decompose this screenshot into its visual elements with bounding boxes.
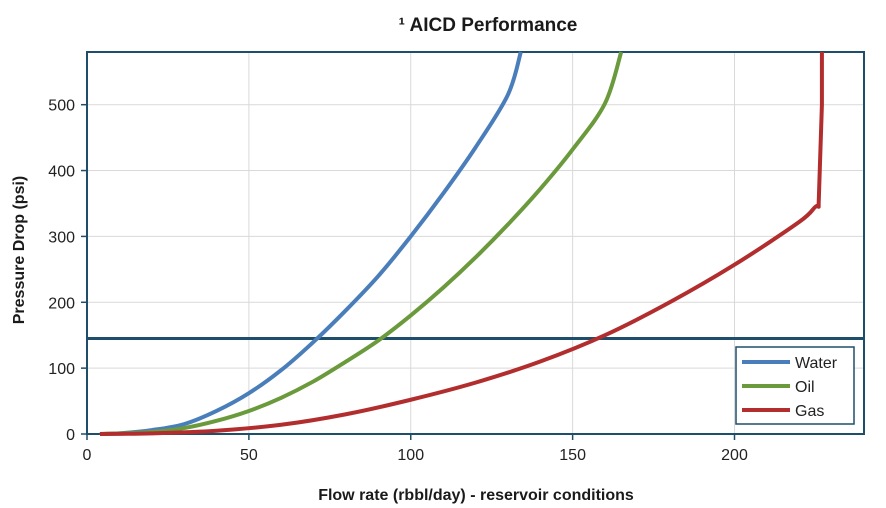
y-tick-label: 100 <box>48 361 75 378</box>
y-tick-label: 200 <box>48 295 75 312</box>
legend: Water Oil Gas <box>735 346 855 425</box>
series-line-water <box>99 51 523 436</box>
y-tick-label: 300 <box>48 229 75 246</box>
x-tick-label: 0 <box>83 447 92 464</box>
plot-area-frame <box>86 51 865 435</box>
legend-label-gas: Gas <box>795 403 824 420</box>
y-axis-ticks: 0 100 200 300 400 500 <box>48 98 87 444</box>
legend-label-oil: Oil <box>795 379 815 396</box>
x-tick-label: 200 <box>721 447 748 464</box>
y-axis-label: Pressure Drop (psi) <box>11 176 28 324</box>
x-tick-label: 50 <box>240 447 258 464</box>
series-line-gas <box>99 52 824 436</box>
x-tick-label: 150 <box>559 447 586 464</box>
y-tick-label: 500 <box>48 98 75 115</box>
legend-label-water: Water <box>795 355 838 372</box>
x-tick-label: 100 <box>397 447 424 464</box>
series-group <box>99 51 824 436</box>
y-tick-label: 400 <box>48 164 75 181</box>
gridlines <box>87 52 864 434</box>
chart-title: ¹ AICD Performance <box>399 15 578 36</box>
series-line-oil <box>99 51 624 436</box>
y-tick-label: 0 <box>66 427 75 444</box>
x-axis-label: Flow rate (rbbl/day) - reservoir conditi… <box>318 487 634 504</box>
x-axis-ticks: 0 50 100 150 200 <box>83 434 748 464</box>
